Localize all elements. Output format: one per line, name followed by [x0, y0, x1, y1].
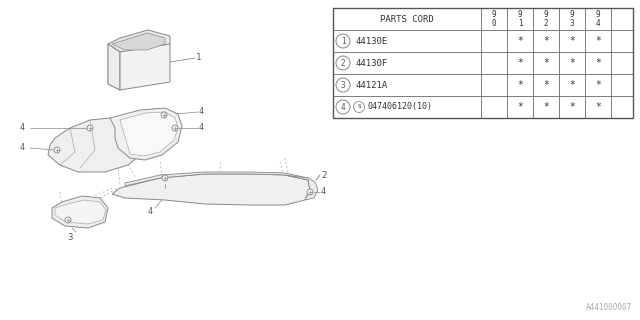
Text: *: * [517, 58, 523, 68]
Polygon shape [112, 174, 310, 205]
Text: *: * [517, 36, 523, 46]
Circle shape [353, 101, 365, 113]
Polygon shape [285, 175, 318, 200]
Polygon shape [125, 172, 310, 188]
Text: *: * [595, 80, 601, 90]
Text: *: * [517, 102, 523, 112]
Text: 047406120(10): 047406120(10) [367, 102, 432, 111]
Text: 4: 4 [20, 124, 25, 132]
Polygon shape [55, 200, 106, 224]
Text: 9
4: 9 4 [596, 10, 600, 28]
Circle shape [336, 56, 350, 70]
Text: 2: 2 [340, 59, 346, 68]
Text: A441000007: A441000007 [586, 303, 632, 312]
Polygon shape [112, 33, 165, 50]
Polygon shape [108, 44, 120, 90]
Text: *: * [595, 36, 601, 46]
Text: *: * [543, 36, 549, 46]
Circle shape [162, 175, 168, 181]
Circle shape [54, 147, 60, 153]
Text: *: * [543, 102, 549, 112]
Text: *: * [569, 80, 575, 90]
Text: 4: 4 [148, 207, 153, 217]
Circle shape [336, 100, 350, 114]
Circle shape [161, 112, 167, 118]
Polygon shape [52, 196, 108, 228]
Circle shape [65, 217, 71, 223]
Polygon shape [110, 108, 182, 160]
Polygon shape [108, 30, 170, 52]
Circle shape [307, 189, 313, 195]
Text: *: * [543, 58, 549, 68]
Text: 3: 3 [67, 233, 73, 242]
Polygon shape [48, 118, 140, 172]
Text: 3: 3 [340, 81, 346, 90]
Circle shape [172, 125, 178, 131]
Text: PARTS CORD: PARTS CORD [380, 14, 434, 23]
Text: 9
1: 9 1 [518, 10, 522, 28]
Text: 44121A: 44121A [355, 81, 387, 90]
Text: *: * [569, 58, 575, 68]
Text: 1: 1 [340, 36, 346, 45]
Polygon shape [108, 44, 120, 90]
Text: 9
2: 9 2 [544, 10, 548, 28]
Circle shape [336, 34, 350, 48]
Text: 9
0: 9 0 [492, 10, 496, 28]
Text: 4: 4 [199, 108, 204, 116]
Polygon shape [120, 44, 170, 90]
Text: 4: 4 [340, 102, 346, 111]
Text: S: S [357, 105, 361, 109]
Circle shape [87, 125, 93, 131]
Text: 4: 4 [20, 143, 25, 153]
Text: *: * [543, 80, 549, 90]
Text: 9
3: 9 3 [570, 10, 574, 28]
Text: *: * [569, 36, 575, 46]
Text: 2: 2 [321, 171, 326, 180]
Circle shape [336, 78, 350, 92]
Text: 44130F: 44130F [355, 59, 387, 68]
Text: 44130E: 44130E [355, 36, 387, 45]
Text: 4: 4 [199, 124, 204, 132]
Text: *: * [595, 58, 601, 68]
Text: 1: 1 [196, 53, 202, 62]
Text: 4: 4 [321, 188, 326, 196]
Polygon shape [120, 112, 178, 156]
Text: *: * [569, 102, 575, 112]
Text: *: * [595, 102, 601, 112]
Text: *: * [517, 80, 523, 90]
